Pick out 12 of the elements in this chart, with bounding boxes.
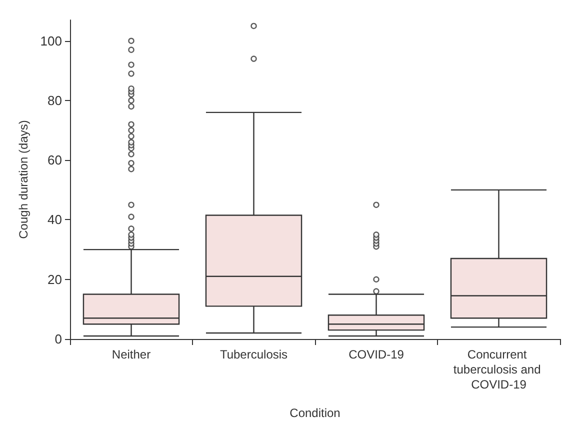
y-tick-label: 60 [48,152,62,168]
x-tick-label: Tuberculosis [220,348,288,362]
x-axis-title: Condition [290,406,340,420]
y-tick-label: 100 [40,33,62,48]
x-tick-label: COVID-19 [348,348,404,362]
x-tick-label: Neither [112,348,151,362]
y-tick-label: 80 [48,92,62,108]
y-tick-label: 0 [54,332,62,346]
y-tick-label: 40 [48,212,62,228]
x-tick-label: Concurrent tuberculosis and COVID-19 [453,348,544,392]
y-axis-title: Cough duration (days) [16,120,30,239]
y-tick-label: 20 [48,272,62,287]
